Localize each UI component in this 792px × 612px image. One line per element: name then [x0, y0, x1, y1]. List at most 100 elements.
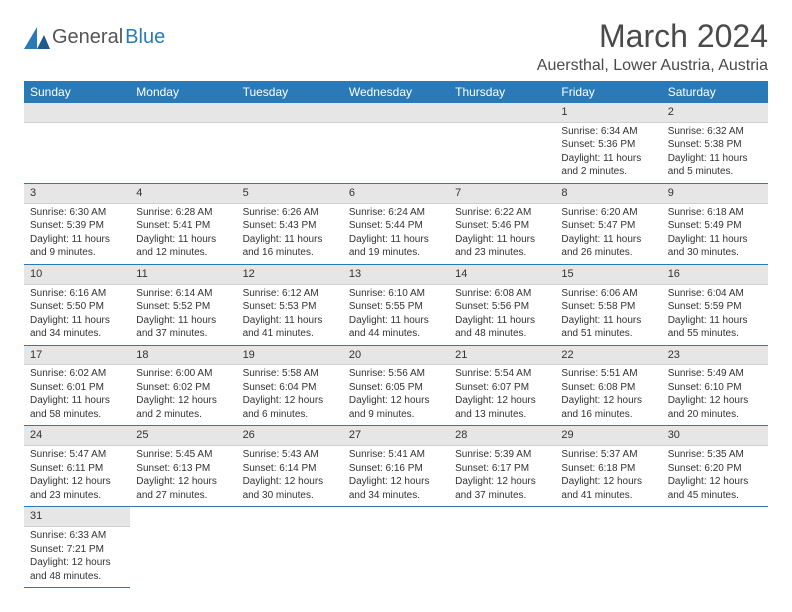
daylight-text: and 2 minutes.	[561, 165, 655, 179]
daylight-text: and 45 minutes.	[668, 489, 762, 503]
sunset-text: Sunset: 5:49 PM	[668, 219, 762, 233]
sunset-text: Sunset: 5:52 PM	[136, 300, 230, 314]
calendar-day-cell	[343, 103, 449, 183]
calendar-week-row: 31Sunrise: 6:33 AMSunset: 7:21 PMDayligh…	[24, 507, 768, 588]
daylight-text: Daylight: 12 hours	[30, 556, 124, 570]
calendar-day-cell: 22Sunrise: 5:51 AMSunset: 6:08 PMDayligh…	[555, 345, 661, 426]
daylight-text: Daylight: 11 hours	[136, 233, 230, 247]
day-details: Sunrise: 6:24 AMSunset: 5:44 PMDaylight:…	[343, 204, 449, 264]
daylight-text: and 13 minutes.	[455, 408, 549, 422]
daylight-text: Daylight: 12 hours	[668, 475, 762, 489]
sunrise-text: Sunrise: 5:35 AM	[668, 448, 762, 462]
day-details: Sunrise: 6:04 AMSunset: 5:59 PMDaylight:…	[662, 285, 768, 345]
calendar-day-cell: 11Sunrise: 6:14 AMSunset: 5:52 PMDayligh…	[130, 264, 236, 345]
sunrise-text: Sunrise: 5:37 AM	[561, 448, 655, 462]
day-number: 8	[555, 184, 661, 204]
daylight-text: and 41 minutes.	[243, 327, 337, 341]
daylight-text: Daylight: 11 hours	[349, 233, 443, 247]
day-number: 13	[343, 265, 449, 285]
daylight-text: Daylight: 11 hours	[668, 152, 762, 166]
sunset-text: Sunset: 5:46 PM	[455, 219, 549, 233]
day-details: Sunrise: 6:28 AMSunset: 5:41 PMDaylight:…	[130, 204, 236, 264]
sunrise-text: Sunrise: 5:56 AM	[349, 367, 443, 381]
daylight-text: Daylight: 11 hours	[455, 314, 549, 328]
daylight-text: Daylight: 12 hours	[668, 394, 762, 408]
day-details: Sunrise: 6:16 AMSunset: 5:50 PMDaylight:…	[24, 285, 130, 345]
day-details: Sunrise: 5:39 AMSunset: 6:17 PMDaylight:…	[449, 446, 555, 506]
day-number: 5	[237, 184, 343, 204]
day-number: 31	[24, 507, 130, 527]
sunset-text: Sunset: 5:56 PM	[455, 300, 549, 314]
day-number: 3	[24, 184, 130, 204]
sunrise-text: Sunrise: 5:41 AM	[349, 448, 443, 462]
sunrise-text: Sunrise: 5:43 AM	[243, 448, 337, 462]
daylight-text: and 19 minutes.	[349, 246, 443, 260]
calendar-day-cell: 13Sunrise: 6:10 AMSunset: 5:55 PMDayligh…	[343, 264, 449, 345]
daylight-text: Daylight: 12 hours	[136, 394, 230, 408]
day-number: 1	[555, 103, 661, 123]
daylight-text: and 37 minutes.	[136, 327, 230, 341]
daylight-text: Daylight: 11 hours	[30, 314, 124, 328]
calendar-day-cell: 20Sunrise: 5:56 AMSunset: 6:05 PMDayligh…	[343, 345, 449, 426]
day-details: Sunrise: 6:22 AMSunset: 5:46 PMDaylight:…	[449, 204, 555, 264]
day-details: Sunrise: 6:02 AMSunset: 6:01 PMDaylight:…	[24, 365, 130, 425]
sunset-text: Sunset: 5:58 PM	[561, 300, 655, 314]
calendar-day-cell: 17Sunrise: 6:02 AMSunset: 6:01 PMDayligh…	[24, 345, 130, 426]
daylight-text: and 55 minutes.	[668, 327, 762, 341]
header: GeneralBlue March 2024 Auersthal, Lower …	[24, 18, 768, 75]
day-number: 14	[449, 265, 555, 285]
sunrise-text: Sunrise: 6:12 AM	[243, 287, 337, 301]
sunset-text: Sunset: 6:05 PM	[349, 381, 443, 395]
sunset-text: Sunset: 7:21 PM	[30, 543, 124, 557]
empty-day	[343, 103, 449, 123]
sunrise-text: Sunrise: 6:28 AM	[136, 206, 230, 220]
day-details: Sunrise: 6:08 AMSunset: 5:56 PMDaylight:…	[449, 285, 555, 345]
daylight-text: and 30 minutes.	[668, 246, 762, 260]
calendar-day-cell: 4Sunrise: 6:28 AMSunset: 5:41 PMDaylight…	[130, 183, 236, 264]
day-number: 20	[343, 346, 449, 366]
daylight-text: and 9 minutes.	[30, 246, 124, 260]
calendar-day-cell: 8Sunrise: 6:20 AMSunset: 5:47 PMDaylight…	[555, 183, 661, 264]
sunrise-text: Sunrise: 5:51 AM	[561, 367, 655, 381]
calendar-day-cell: 18Sunrise: 6:00 AMSunset: 6:02 PMDayligh…	[130, 345, 236, 426]
daylight-text: Daylight: 12 hours	[455, 394, 549, 408]
sunrise-text: Sunrise: 6:30 AM	[30, 206, 124, 220]
title-block: March 2024 Auersthal, Lower Austria, Aus…	[537, 18, 768, 75]
sunset-text: Sunset: 6:17 PM	[455, 462, 549, 476]
sunrise-text: Sunrise: 6:02 AM	[30, 367, 124, 381]
day-number: 17	[24, 346, 130, 366]
sunrise-text: Sunrise: 6:18 AM	[668, 206, 762, 220]
sunrise-text: Sunrise: 6:06 AM	[561, 287, 655, 301]
day-number: 30	[662, 426, 768, 446]
day-details: Sunrise: 5:54 AMSunset: 6:07 PMDaylight:…	[449, 365, 555, 425]
sunrise-text: Sunrise: 6:20 AM	[561, 206, 655, 220]
daylight-text: Daylight: 11 hours	[136, 314, 230, 328]
sunset-text: Sunset: 5:59 PM	[668, 300, 762, 314]
sunset-text: Sunset: 5:55 PM	[349, 300, 443, 314]
sunset-text: Sunset: 5:38 PM	[668, 138, 762, 152]
daylight-text: and 30 minutes.	[243, 489, 337, 503]
weekday-header: Wednesday	[343, 81, 449, 103]
calendar-day-cell: 21Sunrise: 5:54 AMSunset: 6:07 PMDayligh…	[449, 345, 555, 426]
calendar-day-cell: 10Sunrise: 6:16 AMSunset: 5:50 PMDayligh…	[24, 264, 130, 345]
daylight-text: Daylight: 12 hours	[136, 475, 230, 489]
sunrise-text: Sunrise: 6:26 AM	[243, 206, 337, 220]
daylight-text: Daylight: 11 hours	[455, 233, 549, 247]
sunrise-text: Sunrise: 5:39 AM	[455, 448, 549, 462]
sunrise-text: Sunrise: 6:24 AM	[349, 206, 443, 220]
sunrise-text: Sunrise: 5:47 AM	[30, 448, 124, 462]
empty-day	[237, 103, 343, 123]
day-number: 23	[662, 346, 768, 366]
sunrise-text: Sunrise: 6:32 AM	[668, 125, 762, 139]
sunset-text: Sunset: 5:43 PM	[243, 219, 337, 233]
calendar-day-cell: 19Sunrise: 5:58 AMSunset: 6:04 PMDayligh…	[237, 345, 343, 426]
daylight-text: Daylight: 11 hours	[243, 233, 337, 247]
calendar-week-row: 10Sunrise: 6:16 AMSunset: 5:50 PMDayligh…	[24, 264, 768, 345]
calendar-day-cell: 7Sunrise: 6:22 AMSunset: 5:46 PMDaylight…	[449, 183, 555, 264]
daylight-text: and 12 minutes.	[136, 246, 230, 260]
calendar-day-cell: 1Sunrise: 6:34 AMSunset: 5:36 PMDaylight…	[555, 103, 661, 183]
weekday-header: Friday	[555, 81, 661, 103]
calendar-day-cell	[24, 103, 130, 183]
calendar-day-cell: 14Sunrise: 6:08 AMSunset: 5:56 PMDayligh…	[449, 264, 555, 345]
daylight-text: and 58 minutes.	[30, 408, 124, 422]
